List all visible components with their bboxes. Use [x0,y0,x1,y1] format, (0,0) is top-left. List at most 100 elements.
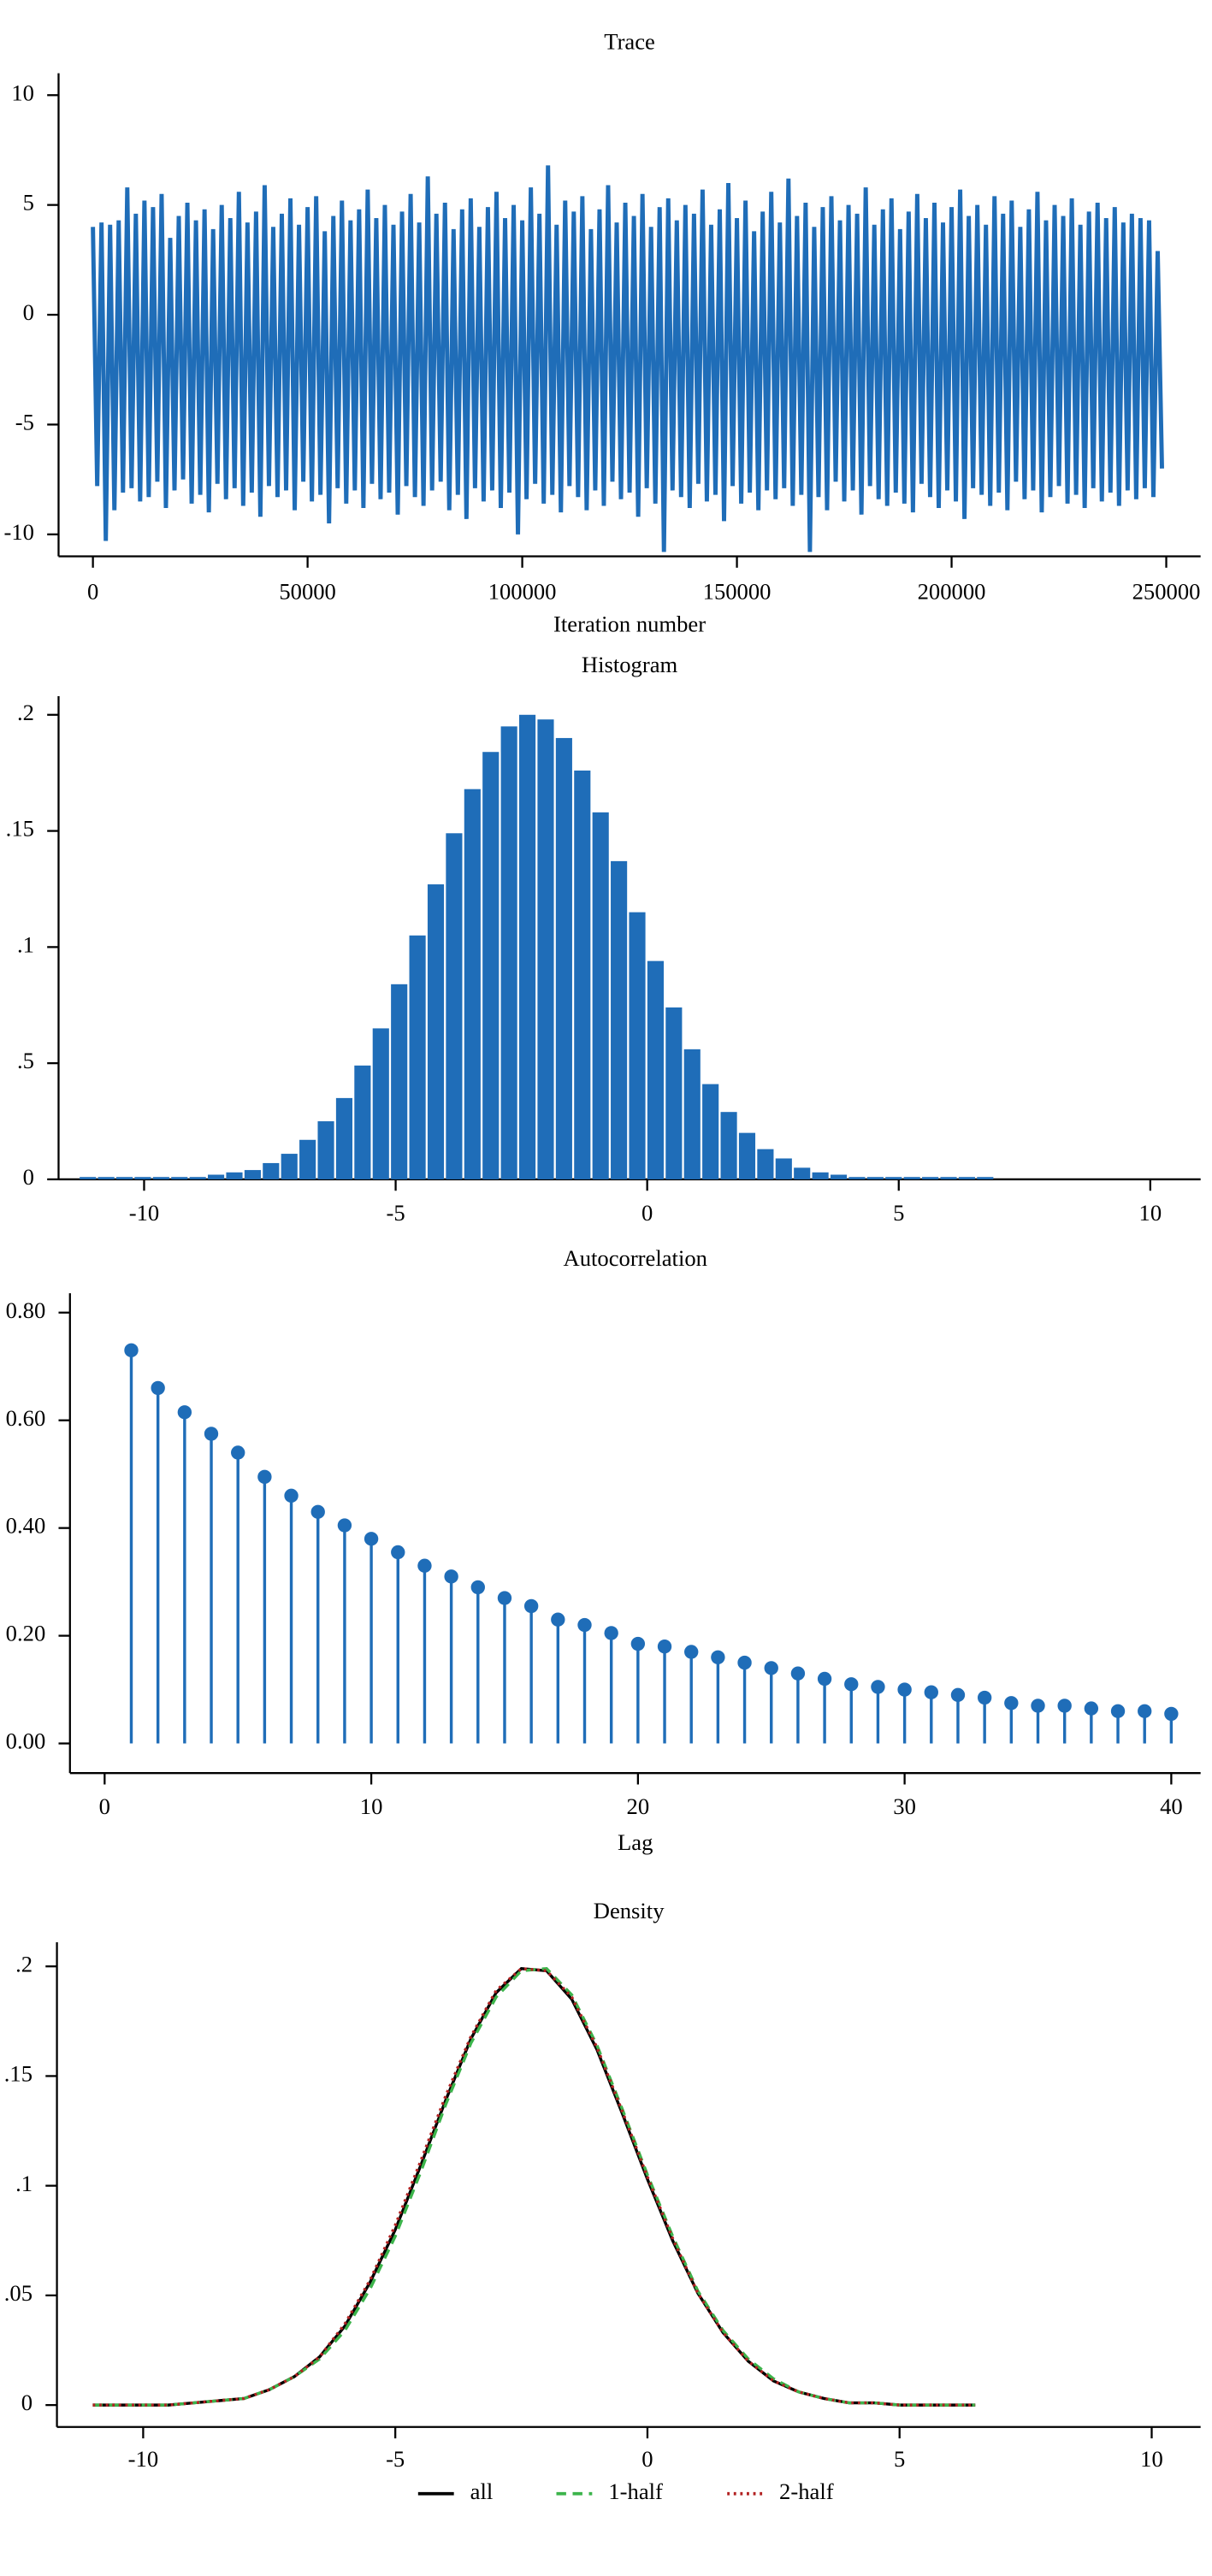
stem-marker [444,1569,458,1584]
stem-marker [124,1343,139,1358]
chart-title: Histogram [582,652,678,677]
histogram-bar [500,726,517,1179]
stem-marker [417,1558,432,1573]
y-tick-label: .5 [17,1048,34,1073]
histogram-bar [226,1172,243,1179]
x-tick-label: 40 [1160,1793,1183,1819]
stem-marker [684,1645,699,1659]
chart-title: Autocorrelation [564,1245,707,1271]
histogram-bar [958,1177,975,1179]
histogram-bar [115,1177,133,1179]
y-tick-label: 0 [21,2390,33,2415]
legend-label: all [470,2479,494,2504]
histogram-bar [629,912,646,1179]
x-axis-label: Iteration number [553,611,706,636]
stem-marker [284,1488,299,1504]
stem-marker [604,1626,618,1640]
stem-marker [1031,1699,1045,1713]
x-tick-label: -5 [386,2446,405,2472]
x-tick-label: -10 [128,2446,158,2472]
y-tick-label: .15 [4,2061,33,2087]
histogram-bar [537,719,554,1179]
histogram-bar [885,1177,902,1179]
histogram-bar [574,770,591,1179]
chart: Autocorrelation 0.00 0.20 0.40 0.60 0.80 0 10 20… [6,1245,1201,1855]
x-tick-label: -10 [129,1200,159,1226]
y-tick-label: 0.80 [6,1297,46,1323]
stem-marker [231,1445,245,1460]
stem-marker [924,1685,938,1699]
histogram-bar [702,1084,719,1179]
stem-marker [1138,1704,1152,1718]
stem-marker [523,1598,539,1614]
y-tick-label: .2 [17,700,34,725]
stem-marker [310,1504,325,1519]
y-tick-label: 5 [23,190,34,216]
histogram-bar [317,1121,334,1179]
histogram-bar [848,1177,866,1179]
histogram-bar [922,1177,939,1179]
x-tick-label: 5 [893,1200,904,1226]
y-tick-label: -5 [15,410,34,435]
x-tick-label: 0 [99,1793,110,1819]
stem-marker [657,1640,672,1654]
histogram-bar [171,1177,188,1179]
x-tick-label: 10 [360,1793,383,1819]
histogram-bar [372,1028,389,1179]
y-tick-label: .15 [6,816,34,842]
histogram-bar [683,1049,701,1179]
stem-marker [764,1661,778,1675]
histogram-bar [208,1174,225,1179]
y-tick-label: -10 [3,519,33,545]
histogram-bar [134,1177,151,1179]
stem-marker [1084,1701,1099,1716]
histogram-bar [391,984,408,1179]
stem-marker [711,1650,725,1664]
histogram-bar [647,960,664,1179]
histogram-bar [152,1177,169,1179]
y-tick-label: 0 [23,1164,34,1190]
stem-marker [470,1580,485,1595]
legend-label: 1-half [608,2479,663,2504]
histogram-bar [903,1177,920,1179]
x-tick-label: -5 [386,1200,405,1226]
x-tick-label: 0 [641,2446,653,2472]
histogram-bar [940,1177,957,1179]
histogram-bar [812,1172,829,1179]
y-tick-label: 0.40 [6,1513,46,1539]
x-tick-label: 200000 [918,578,986,604]
chart-title: Trace [604,28,655,54]
histogram-bar [409,935,426,1179]
histogram-bar [299,1139,316,1179]
histogram-bar [189,1177,206,1179]
stem-marker [817,1671,832,1687]
histogram-bar [611,860,628,1179]
x-tick-label: 30 [893,1793,916,1819]
legend-label: 2-half [779,2479,834,2504]
x-tick-label: 10 [1139,1200,1162,1226]
histogram-bar [263,1162,280,1179]
histogram-bar [335,1097,353,1179]
x-axis-label: Lag [618,1829,653,1855]
histogram-bar [244,1170,261,1179]
histogram-bar [80,1177,97,1179]
y-tick-label: .1 [17,931,34,957]
stem-marker [737,1655,752,1670]
stem-marker [950,1687,966,1703]
histogram-bar [720,1112,737,1179]
x-tick-label: 5 [894,2446,905,2472]
histogram-bar [977,1177,994,1179]
y-tick-label: 10 [11,80,34,105]
histogram-bar [98,1177,115,1179]
histogram-bar [482,752,500,1179]
histogram-bar [794,1167,811,1179]
histogram-bar [464,789,481,1179]
stem-marker [1110,1704,1126,1718]
stem-marker [204,1427,219,1441]
histogram-bar [446,833,463,1179]
x-tick-label: 0 [641,1200,653,1226]
stem-marker [177,1405,192,1420]
density-line [92,1966,976,2407]
